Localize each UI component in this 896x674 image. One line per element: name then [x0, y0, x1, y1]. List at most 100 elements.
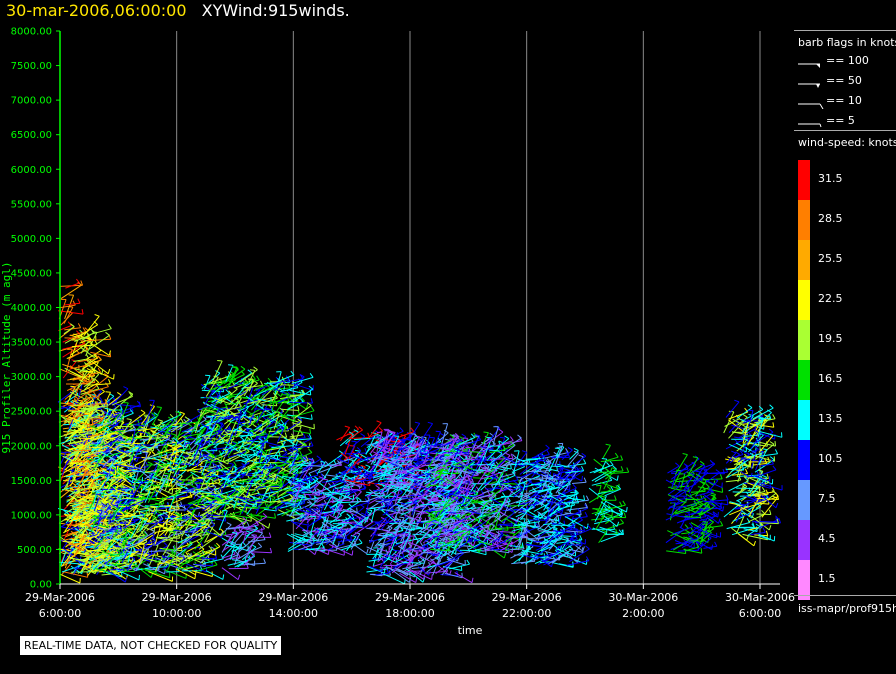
wind-barb: [165, 505, 173, 526]
wind-barb: [239, 395, 261, 411]
barb-cluster-6: [286, 449, 377, 556]
wind-barb-flag: [328, 506, 334, 511]
wind-barb: [157, 553, 170, 570]
wind-barb-flag: [205, 450, 211, 455]
wind-barb-flag: [119, 448, 123, 453]
wind-barb: [321, 509, 340, 514]
wind-barb: [239, 496, 255, 501]
wind-barb: [248, 378, 254, 392]
wind-barb: [166, 551, 190, 564]
wind-barb: [235, 459, 249, 462]
wind-barb-flag: [85, 412, 91, 415]
wind-barb: [341, 458, 363, 475]
wind-barb-flag: [297, 418, 303, 423]
wind-barb: [69, 452, 90, 468]
wind-barb: [247, 408, 273, 418]
wind-barb: [301, 463, 324, 469]
wind-barb: [228, 415, 240, 438]
wind-barb: [58, 437, 79, 445]
wind-barb-flag: [233, 461, 237, 467]
wind-barb: [261, 468, 282, 481]
wind-barb-flag: [240, 370, 245, 375]
wind-barb: [115, 489, 135, 496]
wind-barb-flag: [270, 495, 276, 498]
wind-barb-flag: [230, 439, 233, 445]
wind-barb: [298, 511, 312, 522]
wind-barb-flag: [414, 421, 420, 424]
wind-barb: [140, 444, 154, 452]
wind-barb: [196, 443, 204, 467]
wind-barb-flag: [301, 459, 306, 464]
wind-barb: [245, 534, 258, 559]
wind-barb-flag: [353, 429, 359, 433]
wind-barb: [345, 487, 367, 496]
wind-barb: [249, 497, 263, 502]
wind-barb-flag: [299, 430, 304, 436]
wind-barb: [240, 461, 258, 471]
wind-barb-flag: [267, 377, 272, 383]
wind-barb: [80, 370, 92, 382]
wind-barb: [226, 529, 236, 544]
wind-barb: [167, 522, 177, 538]
wind-barb: [276, 411, 295, 423]
wind-barb: [81, 511, 101, 526]
wind-barb: [263, 508, 277, 512]
wind-barb-flag: [104, 439, 109, 444]
wind-barb: [284, 469, 298, 476]
wind-barb: [236, 454, 257, 464]
wind-barb: [119, 418, 125, 431]
wind-barb-flag: [316, 455, 322, 460]
wind-barb-flag: [74, 454, 79, 458]
wind-barb-flag: [157, 555, 163, 558]
wind-barb-flag: [350, 462, 356, 467]
wind-barb-flag: [356, 507, 358, 513]
wind-barb: [187, 451, 200, 465]
wind-barb: [60, 284, 82, 300]
wind-barb-flag: [360, 464, 366, 468]
wind-barb: [257, 492, 270, 498]
wind-barb: [318, 505, 324, 520]
wind-barb: [107, 436, 121, 443]
wind-barb: [367, 422, 382, 439]
wind-barb: [257, 467, 276, 480]
wind-barb-flag: [337, 542, 340, 548]
wind-barb: [114, 388, 129, 404]
wind-barb: [81, 555, 91, 571]
wind-barb: [213, 439, 224, 449]
wind-barb: [223, 543, 234, 551]
wind-barb: [229, 392, 245, 397]
wind-barb-flag: [60, 451, 67, 454]
wind-barb: [90, 419, 103, 427]
wind-barb: [345, 479, 371, 486]
wind-barb-flag: [217, 360, 223, 362]
wind-barb-flag: [217, 478, 221, 484]
wind-barb-flag: [310, 398, 313, 404]
wind-barb: [83, 379, 95, 388]
wind-barb-flag: [308, 385, 314, 390]
wind-barb: [93, 557, 106, 567]
wind-barb: [162, 434, 172, 447]
wind-barb-flag: [260, 380, 264, 386]
wind-barb: [106, 428, 121, 438]
wind-barb: [164, 524, 172, 536]
wind-barb-flag: [332, 487, 338, 492]
wind-barb: [345, 526, 359, 538]
wind-barb: [64, 457, 80, 471]
wind-barb: [149, 550, 175, 552]
wind-barb: [227, 430, 235, 445]
wind-barb: [98, 431, 109, 447]
wind-barb: [61, 526, 79, 532]
wind-barb-flag: [323, 519, 329, 522]
wind-barb-flag: [314, 549, 318, 555]
wind-barb-flag: [229, 540, 234, 545]
wind-barb: [188, 537, 203, 545]
wind-barb: [320, 547, 345, 556]
wind-barb: [247, 516, 268, 529]
wind-barb-flag: [297, 416, 303, 421]
wind-barb: [210, 407, 221, 424]
wind-barb: [177, 537, 190, 544]
wind-barb-flag: [360, 433, 365, 437]
wind-barb: [177, 448, 191, 451]
wind-barb: [69, 331, 86, 337]
wind-barb: [263, 411, 277, 423]
